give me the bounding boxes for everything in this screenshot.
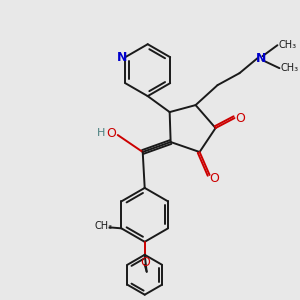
Text: N: N <box>117 51 128 64</box>
Text: O: O <box>236 112 245 124</box>
Text: O: O <box>106 127 116 140</box>
Text: N: N <box>256 52 267 65</box>
Text: H: H <box>97 128 105 138</box>
Text: O: O <box>140 256 150 269</box>
Text: O: O <box>210 172 220 185</box>
Text: CH₃: CH₃ <box>94 221 112 231</box>
Text: CH₃: CH₃ <box>280 63 298 73</box>
Text: CH₃: CH₃ <box>278 40 296 50</box>
